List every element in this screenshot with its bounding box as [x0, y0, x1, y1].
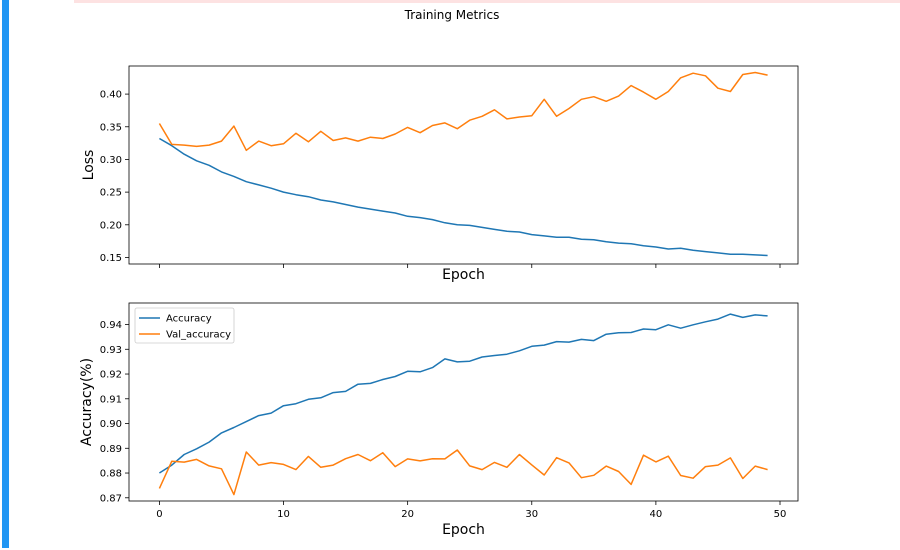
x-tick-label: 10: [277, 509, 290, 520]
x-tick-label: 40: [650, 509, 663, 520]
plot-frame: [128, 302, 799, 502]
series-line-loss: [159, 137, 768, 257]
x-tick-label: 0: [156, 509, 162, 520]
series-line-val_loss: [158, 71, 768, 152]
plot-frame: [128, 65, 799, 265]
y-tick-label: 0.87: [100, 493, 122, 504]
x-tick-label: 30: [525, 509, 538, 520]
y-tick-label: 0.20: [100, 220, 122, 231]
y-tick-label: 0.94: [100, 320, 122, 331]
accuracy-chart: 0.87 0.88 0.89 0.90 0.91 0.92 0.93 0.94 0 10 20 30 4…: [79, 302, 799, 538]
left-accent-bar: [2, 0, 9, 548]
y-tick-label: 0.25: [100, 188, 122, 199]
figure-title: Training Metrics: [404, 8, 500, 22]
y-tick-label: 0.90: [100, 419, 122, 430]
y-tick-label: 0.91: [100, 394, 122, 405]
y-tick-label: 0.40: [100, 90, 122, 101]
series-line-acc: [158, 313, 768, 474]
y-tick-label: 0.88: [100, 469, 122, 480]
y-tick-label: 0.93: [100, 345, 122, 356]
legend-label: Accuracy: [166, 314, 212, 325]
top-highlight-strip: [74, 0, 900, 3]
x-axis-label: Epoch: [442, 267, 485, 283]
y-tick-label: 0.30: [100, 155, 122, 166]
y-tick-label: 0.92: [100, 370, 122, 381]
x-tick-label: 20: [401, 509, 414, 520]
loss-chart: 0.15 0.20 0.25 0.30 0.35 0.40 Epoch Loss: [81, 65, 799, 283]
y-axis-label: Accuracy(%): [79, 358, 95, 446]
y-tick-label: 0.15: [100, 253, 122, 264]
y-tick-label: 0.35: [100, 122, 122, 133]
series-line-val_acc: [158, 449, 768, 496]
x-tick-label: 50: [774, 509, 787, 520]
y-tick-label: 0.89: [100, 444, 122, 455]
legend-label: Val_accuracy: [166, 330, 231, 341]
x-axis-label: Epoch: [442, 522, 485, 538]
y-axis-label: Loss: [81, 150, 97, 181]
